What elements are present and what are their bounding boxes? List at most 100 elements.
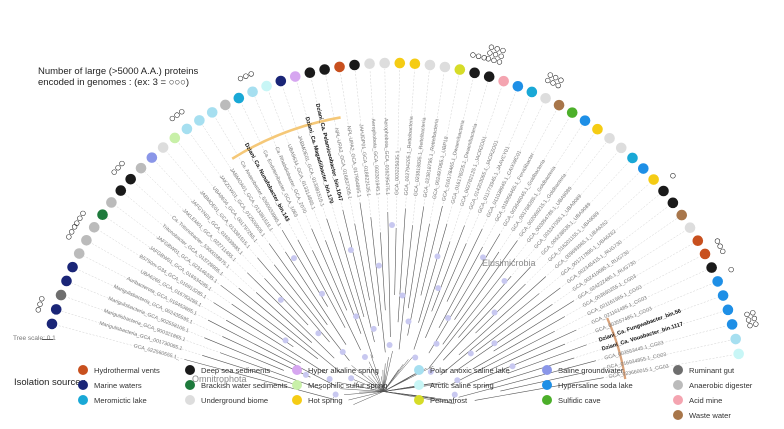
isolation-dot (615, 142, 627, 154)
leader-line (554, 218, 677, 304)
leader-line (311, 78, 343, 208)
legend-swatch (185, 395, 195, 405)
legend-label: Ruminant gut (689, 365, 735, 375)
large-protein-circle (77, 215, 83, 221)
leader-line (134, 183, 255, 292)
tree-branch (354, 223, 370, 301)
highlight-arcs (231, 116, 627, 380)
large-protein-circle (37, 301, 43, 307)
bootstrap-node (412, 354, 419, 361)
bootstrap-node (315, 330, 322, 337)
leader-line (482, 103, 544, 228)
bootstrap-node (386, 342, 393, 349)
legend-label: Hyper alkaline spring (308, 365, 379, 375)
leader-line (412, 70, 430, 224)
bootstrap-node (491, 309, 498, 316)
bootstrap-node (434, 253, 441, 260)
isolation-dot (135, 162, 147, 174)
leader-line (531, 162, 629, 266)
legend-swatch (542, 395, 552, 405)
large-protein-circle (744, 311, 750, 318)
legend-label: Permafrost (430, 395, 468, 405)
tree-branch (207, 319, 337, 387)
isolation-dot (424, 59, 436, 71)
isolation-dot (439, 61, 451, 73)
legend-label: Anaerobic digester (689, 380, 753, 390)
leader-line (483, 110, 557, 246)
isolation-dot (692, 235, 704, 246)
leader-line (575, 230, 686, 300)
isolation-source-dots (46, 57, 744, 360)
legend-label: Saline groundwater (558, 365, 624, 375)
legend-swatch (673, 410, 683, 420)
large-protein-circle (80, 210, 86, 217)
leader-line (354, 70, 371, 216)
legend-item: Hyper alkaline spring (292, 364, 414, 376)
tree-branch (340, 388, 384, 392)
isolation-dot (638, 163, 649, 174)
isolation-dot (684, 222, 696, 234)
large-protein-circle (745, 317, 752, 323)
leaf-labels: GCA_022560555.1_Marigulisbacteria_GCA_00… (99, 103, 684, 380)
large-protein-circle (485, 56, 491, 62)
tree-branch (380, 232, 386, 311)
tree-branch (219, 352, 322, 390)
leader-line (442, 78, 474, 205)
large-protein-circle (555, 82, 561, 89)
legend-item: Hypersaline soda lake (542, 379, 673, 391)
leader-line (369, 69, 381, 231)
legend-item: Arctic saline spring (414, 379, 542, 391)
isolation-dot (627, 152, 638, 164)
isolation-dot (146, 152, 158, 163)
legend-label: Sulfidic cave (558, 395, 601, 405)
isolation-dot (169, 132, 181, 144)
large-protein-circle (71, 224, 78, 230)
isolation-dot (394, 57, 406, 69)
tree-branch (418, 223, 448, 323)
tree-branch (285, 251, 347, 345)
isolation-dot (334, 61, 345, 73)
leader-line (447, 82, 488, 222)
isolation-dot (658, 185, 669, 197)
leader-line (202, 125, 285, 251)
tree-branch (359, 202, 379, 327)
legend-label: Waste water (689, 410, 731, 420)
tree-branch (247, 272, 335, 359)
tree-branch (268, 243, 328, 325)
leader-line (512, 152, 618, 275)
leader-line (166, 151, 257, 257)
large-protein-circle (74, 220, 80, 226)
leader-line (116, 205, 220, 285)
tree-branch (381, 376, 384, 392)
isolation-dot (566, 107, 578, 118)
leader-line (71, 283, 203, 338)
legend-item (292, 409, 414, 421)
bootstrap-node (282, 337, 289, 344)
legend-swatch (292, 380, 302, 390)
tree-branch (297, 239, 346, 328)
tree-branch (428, 258, 516, 369)
tree-branch (220, 284, 319, 360)
leader-line (547, 183, 650, 276)
leader-line (518, 133, 595, 239)
legend-item: Permafrost (414, 394, 542, 406)
isolation-dot (46, 318, 58, 330)
large-protein-circle (753, 321, 759, 327)
tree-branch (326, 218, 374, 359)
large-protein-circle (751, 315, 758, 322)
large-protein-circle (35, 307, 41, 313)
leader-line (578, 269, 707, 330)
leader-line (465, 91, 516, 224)
leader-line (500, 117, 570, 233)
legend-item: Acid mine (673, 394, 783, 406)
tree-branch (342, 209, 375, 343)
leader-line (340, 72, 360, 201)
large-protein-circle (243, 73, 249, 79)
leader-line (227, 110, 298, 239)
tree-branch (370, 354, 384, 392)
legend-label: Hypersaline soda lake (558, 380, 633, 390)
isolation-dot (676, 209, 688, 221)
isolation-dot (206, 107, 218, 118)
legend-label: Acid mine (689, 395, 723, 405)
tree-branch (368, 361, 384, 392)
